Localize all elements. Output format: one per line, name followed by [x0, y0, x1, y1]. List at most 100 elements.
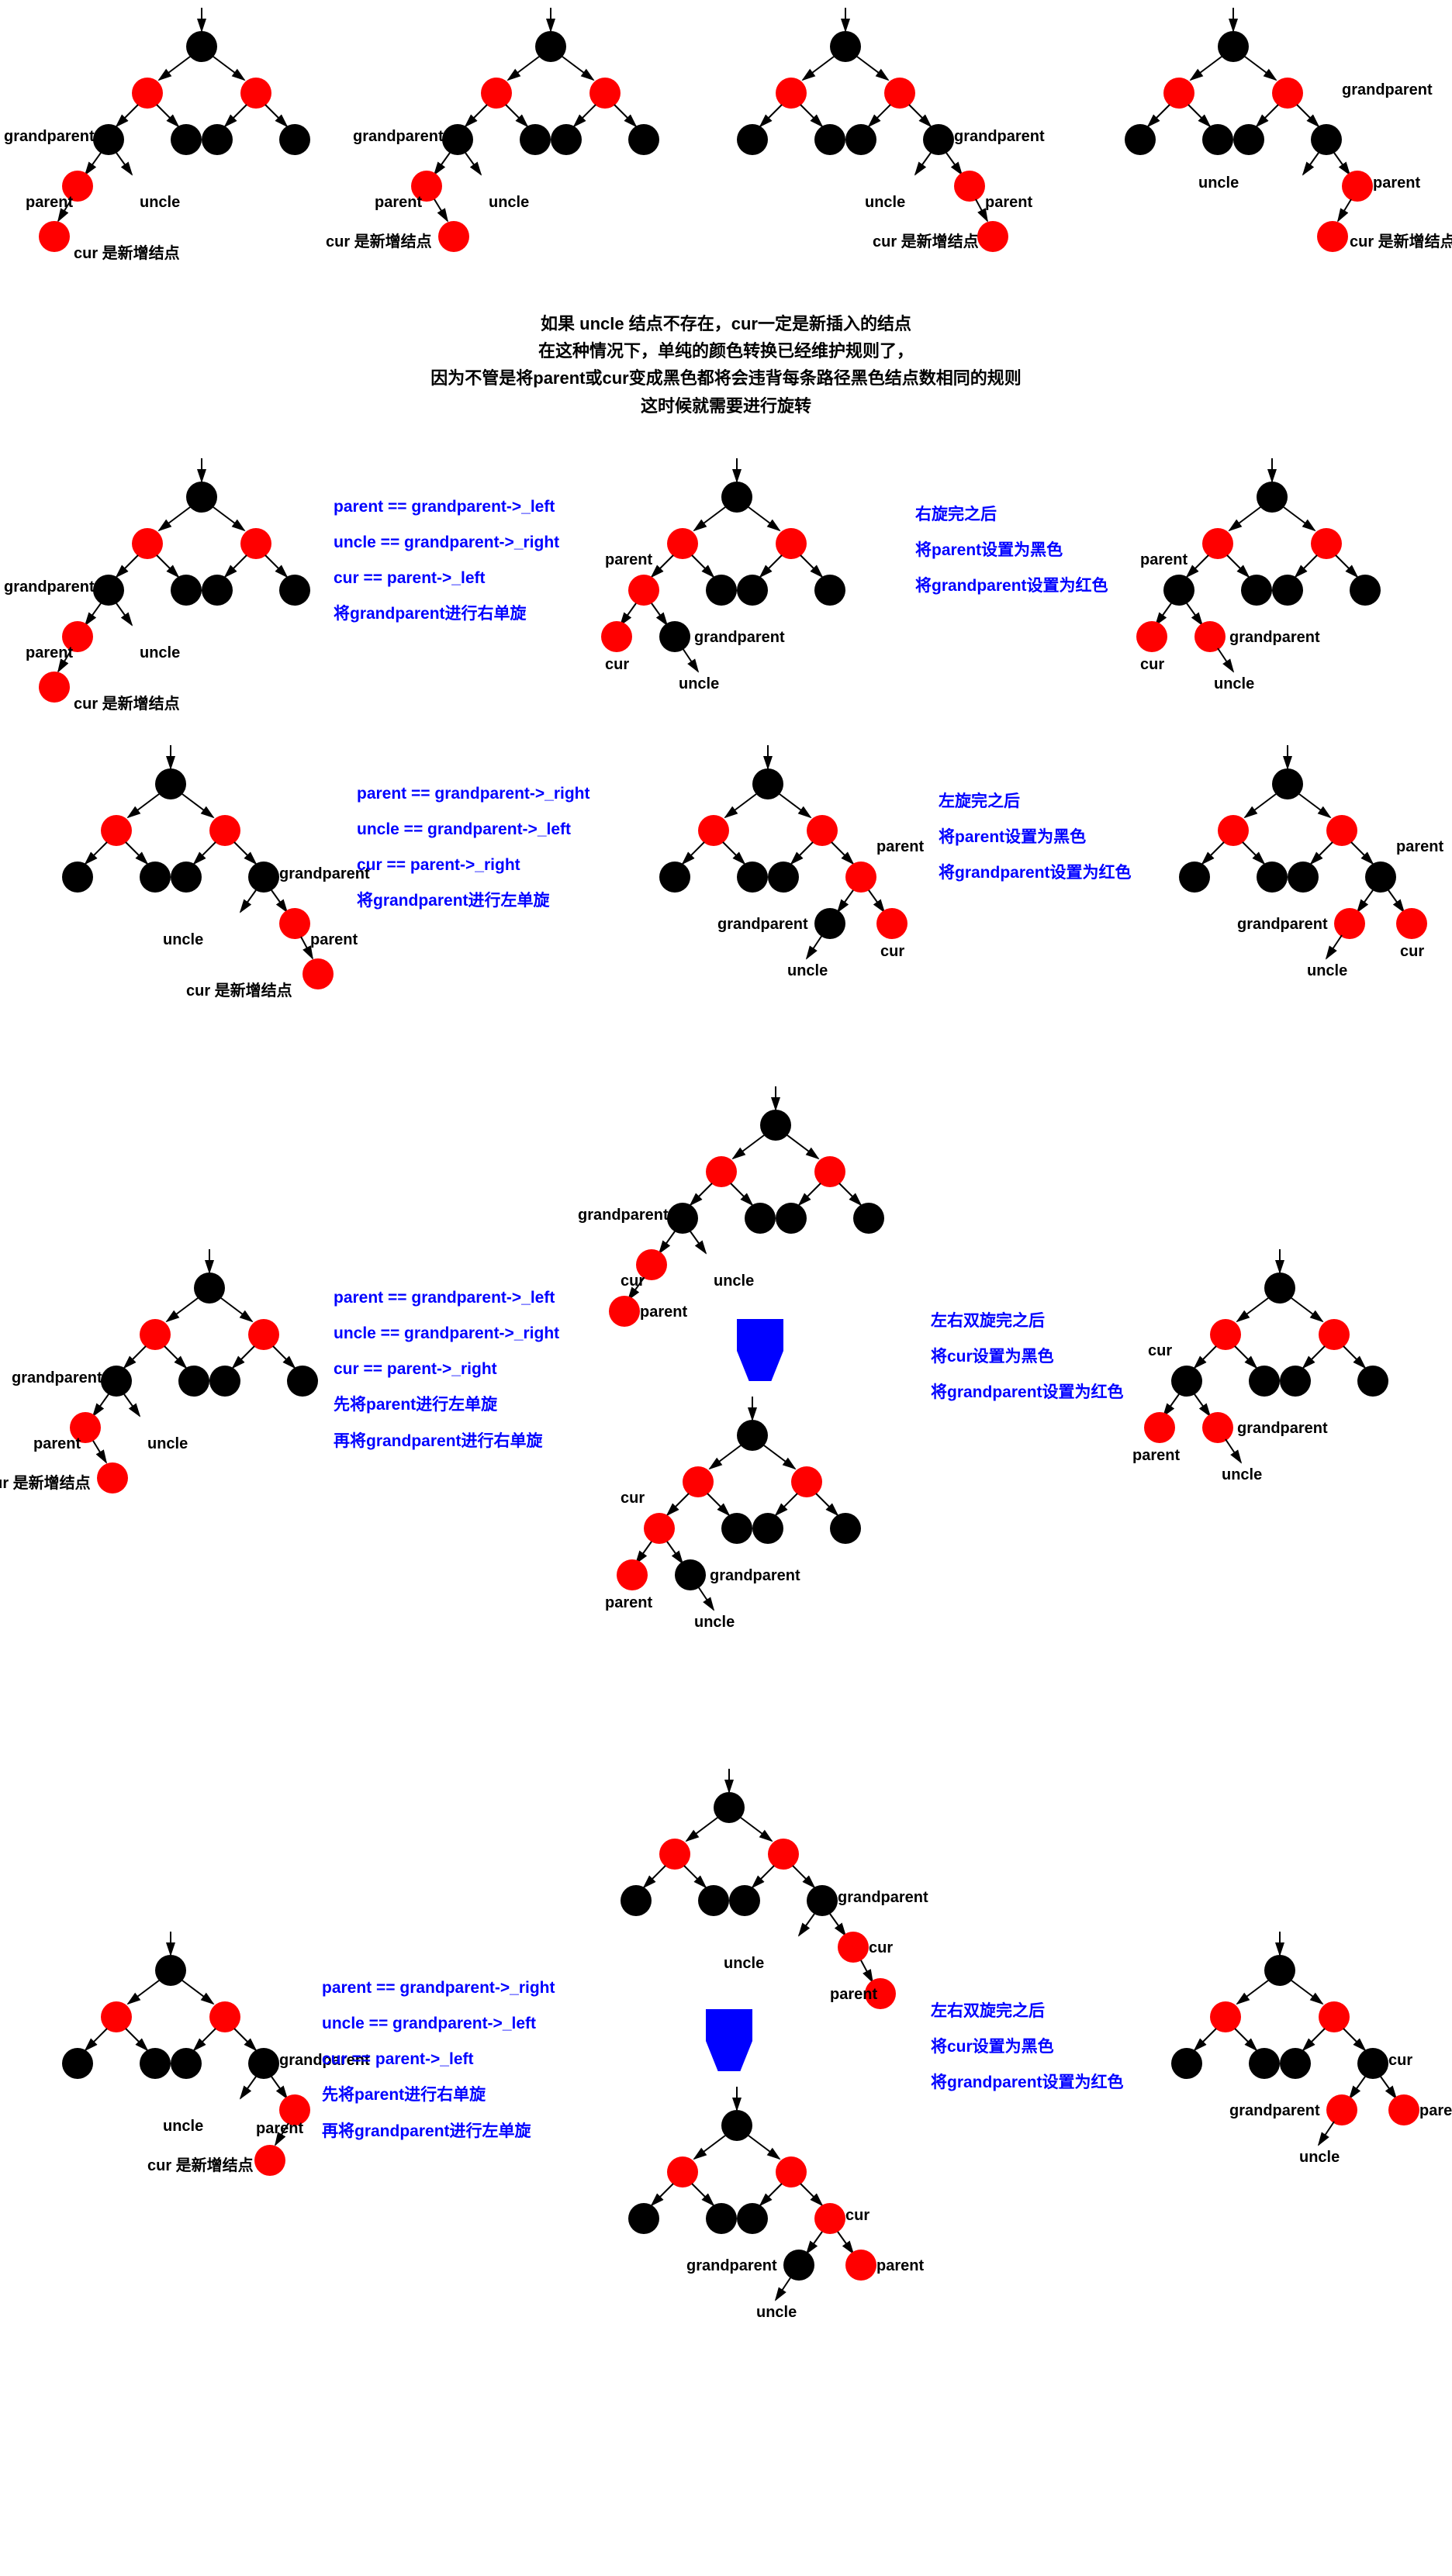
result-tree-rl: cur grandparent parent uncle	[1125, 1924, 1450, 2211]
tree-rl: grandparent uncle parent cur 是新增结点	[1086, 0, 1412, 295]
label-uncle: uncle	[1214, 675, 1254, 693]
explain-l4: 这时候就需要进行旋转	[0, 392, 1452, 420]
mid-tree-rr: parent grandparent cur uncle	[613, 737, 939, 1024]
label-uncle: uncle	[1198, 174, 1239, 192]
label-parent: parent	[876, 2257, 924, 2275]
label-curnew: cur 是新增结点	[74, 240, 180, 263]
before-tree-rl: grandparent uncle parent cur 是新增结点	[23, 1924, 349, 2211]
label-grandparent: grandparent	[710, 1567, 800, 1585]
label-grandparent: grandparent	[1229, 2102, 1320, 2120]
label-uncle: uncle	[694, 1614, 735, 1632]
label-grandparent: grandparent	[578, 1207, 669, 1224]
label-curnew: cur 是新增结点	[147, 2153, 254, 2175]
label-curnew: cur 是新增结点	[186, 978, 292, 1000]
label-parent: parent	[26, 644, 73, 662]
label-uncle: uncle	[140, 194, 180, 212]
row-right-rotation: grandparent parent uncle cur 是新增结点 paren…	[0, 451, 1452, 737]
label-parent: parent	[1419, 2102, 1452, 2120]
label-parent: parent	[605, 1594, 652, 1612]
label-cur: cur	[845, 2207, 869, 2225]
row1-cases: grandparent parent uncle cur 是新增结点	[0, 0, 1452, 295]
label-parent: parent	[640, 1304, 687, 1321]
row-rl-double: grandparent uncle parent cur 是新增结点 paren…	[0, 1761, 1452, 2397]
label-cur: cur	[621, 1490, 645, 1507]
label-uncle: uncle	[714, 1272, 754, 1290]
case2-conditions: parent == grandparent->_left uncle == gr…	[334, 489, 559, 633]
label-cur: cur	[869, 1939, 893, 1957]
case3-after: 左旋完之后 将parent设置为黑色 将grandparent设置为红色	[939, 784, 1132, 892]
label-parent: parent	[375, 194, 422, 212]
label-parent: parent	[1140, 551, 1188, 569]
mid-tree: parent cur grandparent uncle	[582, 451, 908, 737]
tree-rr: grandparent uncle parent cur 是新增结点	[698, 0, 1024, 295]
label-grandparent: grandparent	[1229, 629, 1320, 647]
label-curnew: cur 是新增结点	[74, 691, 180, 713]
label-grandparent: grandparent	[12, 1369, 102, 1387]
label-curnew: cur 是新增结点	[1350, 229, 1452, 251]
label-uncle: uncle	[147, 1435, 188, 1453]
label-grandparent: grandparent	[4, 578, 95, 596]
mid-bottom-lr: cur parent grandparent uncle	[597, 1389, 923, 1699]
label-cur: cur	[1148, 1342, 1172, 1360]
mid-bottom-rl: cur grandparent parent uncle	[582, 2079, 923, 2389]
row-left-rotation: grandparent uncle parent cur 是新增结点 paren…	[0, 737, 1452, 1032]
label-uncle: uncle	[489, 194, 529, 212]
label-uncle: uncle	[724, 1955, 764, 1973]
tree-lr: grandparent parent uncle cur 是新增结点	[372, 0, 698, 295]
before-tree-rr: grandparent uncle parent cur 是新增结点	[23, 737, 349, 1032]
case5-after: 左右双旋完之后 将cur设置为黑色 将grandparent设置为红色	[931, 1994, 1124, 2101]
row-lr-double: grandparent parent uncle cur 是新增结点 paren…	[0, 1079, 1452, 1699]
case4-conditions: parent == grandparent->_left uncle == gr…	[334, 1280, 559, 1459]
label-parent: parent	[1396, 838, 1443, 856]
label-uncle: uncle	[140, 644, 180, 662]
label-parent: parent	[26, 194, 73, 212]
before-tree-lr: grandparent parent uncle cur 是新增结点	[31, 1241, 357, 1528]
label-grandparent: grandparent	[4, 128, 95, 146]
label-grandparent: grandparent	[694, 629, 785, 647]
label-grandparent: grandparent	[1342, 81, 1433, 99]
mid-top-rl: grandparent uncle cur parent	[582, 1761, 923, 2087]
explain-l2: 在这种情况下，单纯的颜色转换已经维护规则了，	[0, 337, 1452, 364]
label-uncle: uncle	[865, 194, 905, 212]
label-parent: parent	[1373, 174, 1420, 192]
label-cur: cur	[605, 656, 629, 674]
label-cur: cur	[1140, 656, 1164, 674]
label-grandparent: grandparent	[353, 128, 444, 146]
label-curnew: cur 是新增结点	[326, 229, 432, 251]
tree-ll: grandparent parent uncle cur 是新增结点	[23, 0, 349, 295]
label-uncle: uncle	[1299, 2149, 1340, 2167]
label-curnew: cur 是新增结点	[0, 1470, 91, 1493]
label-uncle: uncle	[679, 675, 719, 693]
case5-conditions: parent == grandparent->_right uncle == g…	[322, 1970, 555, 2150]
label-parent: parent	[985, 194, 1032, 212]
label-uncle: uncle	[163, 2118, 203, 2136]
label-uncle: uncle	[787, 962, 828, 980]
label-parent: parent	[310, 931, 358, 949]
explanation-text: 如果 uncle 结点不存在，cur一定是新插入的结点 在这种情况下，单纯的颜色…	[0, 295, 1452, 451]
label-parent: parent	[33, 1435, 81, 1453]
blue-arrow-down-2	[706, 2009, 752, 2071]
label-grandparent: grandparent	[717, 916, 808, 934]
result-tree-rr: parent grandparent cur uncle	[1132, 737, 1452, 1024]
label-uncle: uncle	[756, 2304, 797, 2322]
label-parent: parent	[830, 1986, 877, 2004]
label-uncle: uncle	[163, 931, 203, 949]
label-curnew: cur 是新增结点	[873, 229, 979, 251]
case4-after: 左右双旋完之后 将cur设置为黑色 将grandparent设置为红色	[931, 1304, 1124, 1411]
label-grandparent: grandparent	[838, 1889, 928, 1907]
label-grandparent: grandparent	[1237, 1420, 1328, 1438]
blue-arrow-down	[737, 1319, 783, 1381]
before-tree: grandparent parent uncle cur 是新增结点	[23, 451, 349, 737]
case2-after: 右旋完之后 将parent设置为黑色 将grandparent设置为红色	[915, 497, 1108, 605]
label-grandparent: grandparent	[954, 128, 1045, 146]
label-cur: cur	[1400, 943, 1424, 961]
label-uncle: uncle	[1307, 962, 1347, 980]
label-uncle: uncle	[1222, 1466, 1262, 1484]
label-cur: cur	[621, 1272, 645, 1290]
label-cur: cur	[1388, 2052, 1412, 2070]
label-parent: parent	[605, 551, 652, 569]
label-grandparent: grandparent	[1237, 916, 1328, 934]
result-tree-lr: cur parent grandparent uncle	[1125, 1241, 1450, 1528]
case3-conditions: parent == grandparent->_right uncle == g…	[357, 776, 589, 920]
explain-l1: 如果 uncle 结点不存在，cur一定是新插入的结点	[0, 310, 1452, 337]
